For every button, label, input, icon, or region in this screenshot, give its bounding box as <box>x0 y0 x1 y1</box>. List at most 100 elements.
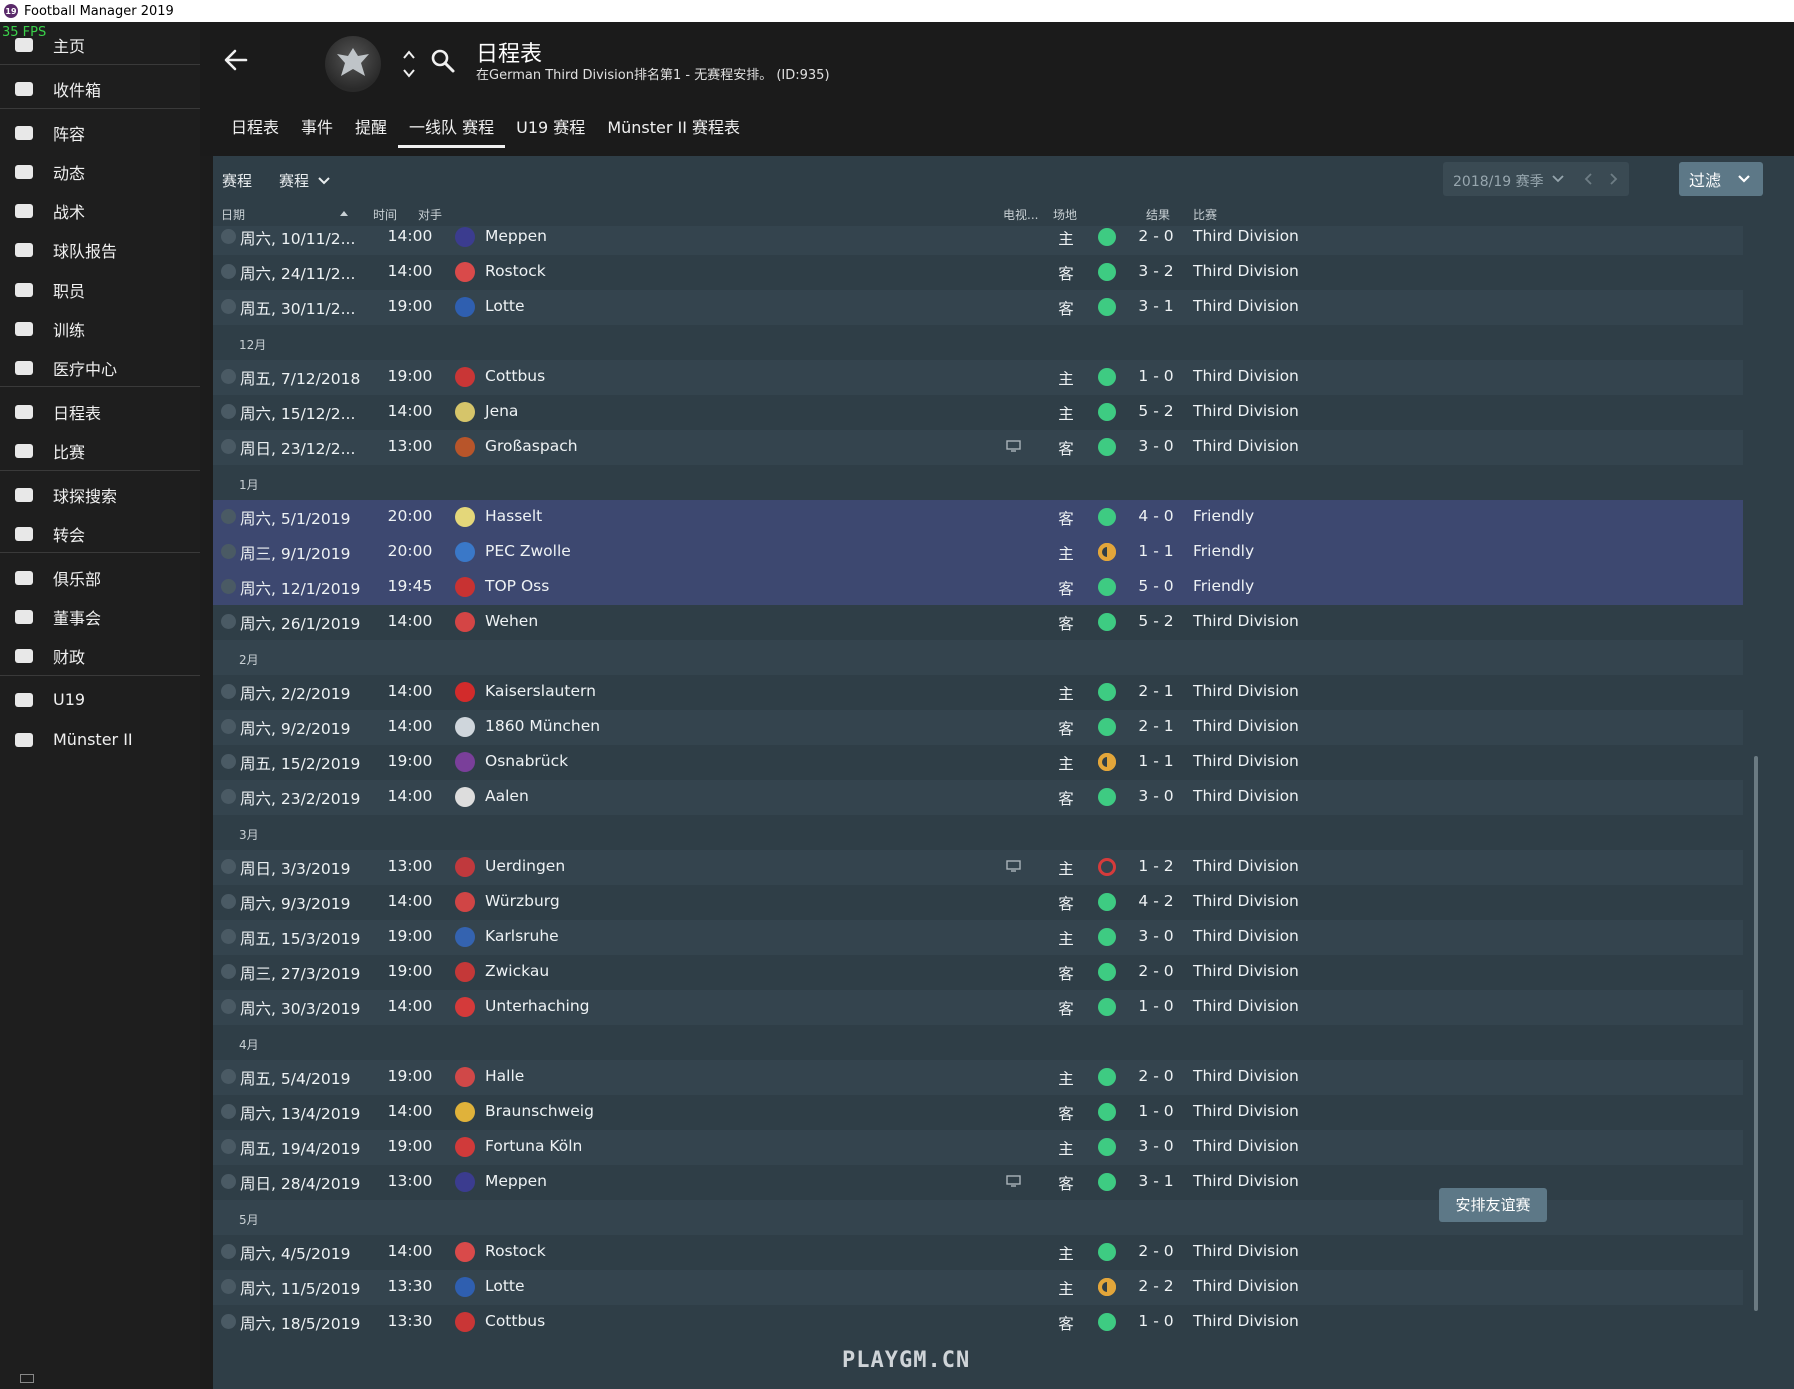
fixture-row[interactable]: 周五, 7/12/2018 19:00 Cottbus 主 1 - 0 Third Div… <box>213 360 1743 395</box>
view-dropdown[interactable]: 赛程 <box>279 170 331 191</box>
sidebar-item-calendar[interactable]: 日程表 <box>0 389 200 434</box>
fixture-score[interactable]: 1 - 0 <box>1138 1312 1174 1330</box>
fixture-row[interactable]: 周三, 9/1/2019 20:00 PEC Zwolle 主 1 - 1 Friendl… <box>213 535 1743 570</box>
fixture-competition[interactable]: Third Division <box>1193 1067 1299 1085</box>
sidebar-item-dynamics[interactable]: 动态 <box>0 149 200 194</box>
fixture-score[interactable]: 1 - 0 <box>1138 367 1174 385</box>
filter-button[interactable]: 过滤 <box>1679 162 1763 196</box>
sidebar-item-transfers[interactable]: 转会 <box>0 511 200 556</box>
sidebar-item-trophy[interactable]: 比赛 <box>0 428 200 473</box>
fixture-row[interactable]: 周六, 23/2/2019 14:00 Aalen 客 3 - 0 Third Divis… <box>213 780 1743 815</box>
fixture-row[interactable]: 周日, 28/4/2019 13:00 Meppen 客 3 - 1 Third Divi… <box>213 1165 1743 1200</box>
sidebar-item-finances[interactable]: 财政 <box>0 633 200 678</box>
sidebar-item-reserve[interactable]: Münster II <box>0 717 200 762</box>
row-select-checkbox[interactable] <box>221 1069 236 1084</box>
fixture-competition[interactable]: Third Division <box>1193 262 1299 280</box>
opponent-name[interactable]: Hasselt <box>485 507 543 525</box>
row-select-checkbox[interactable] <box>221 579 236 594</box>
opponent-name[interactable]: Uerdingen <box>485 857 566 875</box>
fixture-score[interactable]: 3 - 0 <box>1138 437 1174 455</box>
fixture-row[interactable]: 周六, 9/3/2019 14:00 Würzburg 客 4 - 2 Third Div… <box>213 885 1743 920</box>
row-select-checkbox[interactable] <box>221 439 236 454</box>
sidebar-item-board[interactable]: 董事会 <box>0 594 200 639</box>
fixture-competition[interactable]: Third Division <box>1193 892 1299 910</box>
fixture-score[interactable]: 5 - 2 <box>1138 612 1174 630</box>
fixture-score[interactable]: 2 - 1 <box>1138 682 1174 700</box>
row-select-checkbox[interactable] <box>221 1104 236 1119</box>
row-select-checkbox[interactable] <box>221 229 236 244</box>
fixture-row[interactable]: 周六, 18/5/2019 13:30 Cottbus 客 1 - 0 Third Div… <box>213 1305 1743 1340</box>
opponent-name[interactable]: Rostock <box>485 1242 546 1260</box>
fixture-score[interactable]: 2 - 2 <box>1138 1277 1174 1295</box>
opponent-name[interactable]: Meppen <box>485 1172 547 1190</box>
opponent-name[interactable]: PEC Zwolle <box>485 542 571 560</box>
opponent-name[interactable]: Halle <box>485 1067 525 1085</box>
row-select-checkbox[interactable] <box>221 964 236 979</box>
fixture-score[interactable]: 2 - 0 <box>1138 227 1174 245</box>
fixture-row[interactable]: 周六, 5/1/2019 20:00 Hasselt 客 4 - 0 Friendly <box>213 500 1743 535</box>
club-switch-icon[interactable] <box>402 46 416 82</box>
sidebar-item-inbox[interactable]: 收件箱 <box>0 66 200 111</box>
tab-1[interactable]: 事件 <box>301 118 334 137</box>
fixture-score[interactable]: 3 - 0 <box>1138 1137 1174 1155</box>
fixture-competition[interactable]: Third Division <box>1193 682 1299 700</box>
row-select-checkbox[interactable] <box>221 789 236 804</box>
fixture-row[interactable]: 周六, 11/5/2019 13:30 Lotte 主 2 - 2 Third Divis… <box>213 1270 1743 1305</box>
fixture-score[interactable]: 3 - 2 <box>1138 262 1174 280</box>
fixture-score[interactable]: 4 - 2 <box>1138 892 1174 910</box>
row-select-checkbox[interactable] <box>221 1244 236 1259</box>
row-select-checkbox[interactable] <box>221 1174 236 1189</box>
fixture-competition[interactable]: Third Division <box>1193 437 1299 455</box>
opponent-name[interactable]: Aalen <box>485 787 529 805</box>
fixture-competition[interactable]: Third Division <box>1193 1102 1299 1120</box>
opponent-name[interactable]: Zwickau <box>485 962 550 980</box>
row-select-checkbox[interactable] <box>221 719 236 734</box>
opponent-name[interactable]: Großaspach <box>485 437 578 455</box>
fixture-competition[interactable]: Third Division <box>1193 752 1299 770</box>
column-header-venue[interactable]: 场地 <box>1053 208 1078 222</box>
row-select-checkbox[interactable] <box>221 754 236 769</box>
fixture-score[interactable]: 1 - 2 <box>1138 857 1174 875</box>
sidebar-item-scouting[interactable]: 球探搜索 <box>0 472 200 517</box>
fixture-competition[interactable]: Third Division <box>1193 367 1299 385</box>
fixture-score[interactable]: 1 - 1 <box>1138 542 1174 560</box>
search-icon[interactable] <box>430 48 456 74</box>
row-select-checkbox[interactable] <box>221 404 236 419</box>
fixture-row[interactable]: 周五, 15/3/2019 19:00 Karlsruhe 主 3 - 0 Third D… <box>213 920 1743 955</box>
row-select-checkbox[interactable] <box>221 894 236 909</box>
fixture-row[interactable]: 周六, 12/1/2019 19:45 TOP Oss 客 5 - 0 Friendly <box>213 570 1743 605</box>
row-select-checkbox[interactable] <box>221 369 236 384</box>
fixture-row[interactable]: 周五, 30/11/2... 19:00 Lotte 客 3 - 1 Third Divi… <box>213 290 1743 325</box>
opponent-name[interactable]: Kaiserslautern <box>485 682 596 700</box>
fixture-score[interactable]: 5 - 0 <box>1138 577 1174 595</box>
fixture-competition[interactable]: Third Division <box>1193 1242 1299 1260</box>
row-select-checkbox[interactable] <box>221 929 236 944</box>
sidebar-item-squad[interactable]: 阵容 <box>0 110 200 155</box>
opponent-name[interactable]: TOP Oss <box>485 577 550 595</box>
opponent-name[interactable]: Wehen <box>485 612 539 630</box>
row-select-checkbox[interactable] <box>221 299 236 314</box>
tab-0[interactable]: 日程表 <box>231 118 280 137</box>
sidebar-item-u19[interactable]: U19 <box>0 677 200 722</box>
sidebar-item-training[interactable]: 训练 <box>0 306 200 351</box>
opponent-name[interactable]: 1860 München <box>485 717 601 735</box>
fixture-score[interactable]: 3 - 0 <box>1138 787 1174 805</box>
fixture-row[interactable]: 周六, 15/12/2... 14:00 Jena 主 5 - 2 Third Divis… <box>213 395 1743 430</box>
row-select-checkbox[interactable] <box>221 1314 236 1329</box>
fixture-competition[interactable]: Friendly <box>1193 542 1255 560</box>
fixture-row[interactable]: 周六, 30/3/2019 14:00 Unterhaching 客 1 - 0 Thir… <box>213 990 1743 1025</box>
sidebar-item-home[interactable]: 主页 <box>0 22 200 67</box>
opponent-name[interactable]: Cottbus <box>485 1312 546 1330</box>
fixture-score[interactable]: 1 - 1 <box>1138 752 1174 770</box>
row-select-checkbox[interactable] <box>221 999 236 1014</box>
back-arrow-icon[interactable] <box>222 46 250 74</box>
fixture-score[interactable]: 4 - 0 <box>1138 507 1174 525</box>
row-select-checkbox[interactable] <box>221 1139 236 1154</box>
fixture-row[interactable]: 周五, 5/4/2019 19:00 Halle 主 2 - 0 Third Divisi… <box>213 1060 1743 1095</box>
fixture-competition[interactable]: Third Division <box>1193 962 1299 980</box>
column-header-competition[interactable]: 比赛 <box>1193 208 1218 222</box>
row-select-checkbox[interactable] <box>221 509 236 524</box>
tab-3[interactable]: 一线队 赛程 <box>398 108 506 148</box>
arrange-friendly-button[interactable]: 安排友谊赛 <box>1439 1188 1547 1222</box>
fixture-competition[interactable]: Third Division <box>1193 1312 1299 1330</box>
